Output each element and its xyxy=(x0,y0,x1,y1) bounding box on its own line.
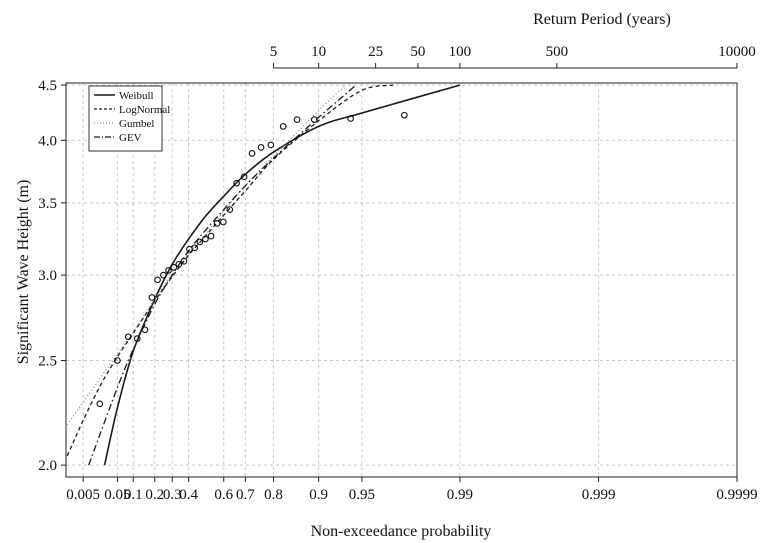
series-line-weibull xyxy=(103,84,461,466)
x-tick-label: 0.9999 xyxy=(716,487,757,503)
top-tick-label: 25 xyxy=(368,44,383,60)
y-tick-label: 4.0 xyxy=(38,133,57,149)
data-point xyxy=(148,294,156,301)
legend-label-lognormal: LogNormal xyxy=(119,104,170,116)
top-tick-label: 500 xyxy=(546,44,569,60)
legend-label-gev: GEV xyxy=(119,132,142,144)
top-axis-title: Return Period (years) xyxy=(533,11,671,28)
data-point xyxy=(196,238,204,246)
x-tick-label: 0.8 xyxy=(264,487,283,503)
x-tick-label: 0.999 xyxy=(582,487,616,503)
top-tick-label: 10 xyxy=(311,44,326,60)
data-point xyxy=(114,357,121,364)
legend: Weibull LogNormal Gumbel GEV xyxy=(88,85,170,152)
top-tick-label: 10000 xyxy=(718,44,756,60)
data-point xyxy=(154,276,161,284)
data-point xyxy=(310,116,318,124)
data-point xyxy=(248,149,256,157)
x-tick-label: 0.9 xyxy=(309,487,328,503)
x-axis: 0.005 0.050.1 0.20.30.4 0.6 0.7 0.8 0.9 0.95 0.9… xyxy=(66,477,758,503)
x-tick-label: 0.99 xyxy=(447,487,473,503)
x-axis-title: Non-exceedance probability xyxy=(311,523,492,540)
x-tick-label: 0.4 xyxy=(179,487,198,503)
data-point xyxy=(293,116,301,124)
data-point xyxy=(347,115,354,122)
y-tick-label: 2.5 xyxy=(38,354,57,370)
data-point xyxy=(233,179,240,187)
x-tick-label: 0.05 xyxy=(104,487,130,503)
series-line-gev xyxy=(88,84,357,466)
x-tick-label: 0.7 xyxy=(236,487,255,503)
plot-frame xyxy=(65,82,738,478)
y-axis-title: Significant Wave Height (m) xyxy=(15,180,32,365)
x-tick-label: 0.95 xyxy=(349,487,375,503)
y-tick-label: 3.5 xyxy=(38,196,57,212)
y-axis: 2.0 2.5 3.0 3.5 4.0 4.5 xyxy=(38,78,66,474)
fitted-curves xyxy=(66,84,461,466)
data-point xyxy=(213,220,221,227)
data-point xyxy=(175,260,183,268)
x-tick-label: 0.3 xyxy=(163,487,182,503)
data-point xyxy=(202,235,209,243)
data-point xyxy=(207,232,215,240)
data-point xyxy=(133,335,141,342)
data-point xyxy=(401,111,408,119)
data-point xyxy=(170,264,178,271)
x-tick-label: 0.2 xyxy=(145,487,164,503)
data-point xyxy=(124,333,132,341)
y-tick-label: 2.0 xyxy=(38,458,57,474)
data-point xyxy=(267,141,275,149)
data-point xyxy=(160,271,167,279)
data-point xyxy=(141,326,149,334)
data-point xyxy=(96,400,104,408)
grid xyxy=(66,83,738,477)
legend-label-weibull: Weibull xyxy=(119,90,154,102)
data-point xyxy=(240,173,248,181)
data-point xyxy=(165,267,172,274)
x-tick-label: 0.1 xyxy=(124,487,143,503)
top-axis: 5 10 25 50 100 500 10000 xyxy=(270,44,756,69)
data-point xyxy=(220,218,227,226)
data-point xyxy=(191,244,199,252)
top-tick-label: 100 xyxy=(449,44,472,60)
top-tick-label: 50 xyxy=(410,44,425,60)
observations xyxy=(96,111,408,408)
top-tick-label: 5 xyxy=(270,44,278,60)
legend-label-gumbel: Gumbel xyxy=(119,118,154,130)
data-point xyxy=(279,123,287,130)
data-point xyxy=(180,257,188,265)
series-line-gumbel xyxy=(66,84,347,426)
data-point xyxy=(226,206,234,213)
x-tick-label: 0.005 xyxy=(66,487,100,503)
y-tick-label: 3.0 xyxy=(38,268,57,284)
x-tick-label: 0.6 xyxy=(214,487,233,503)
y-tick-label: 4.5 xyxy=(38,78,57,94)
legend-box xyxy=(88,85,163,152)
data-point xyxy=(257,144,265,151)
